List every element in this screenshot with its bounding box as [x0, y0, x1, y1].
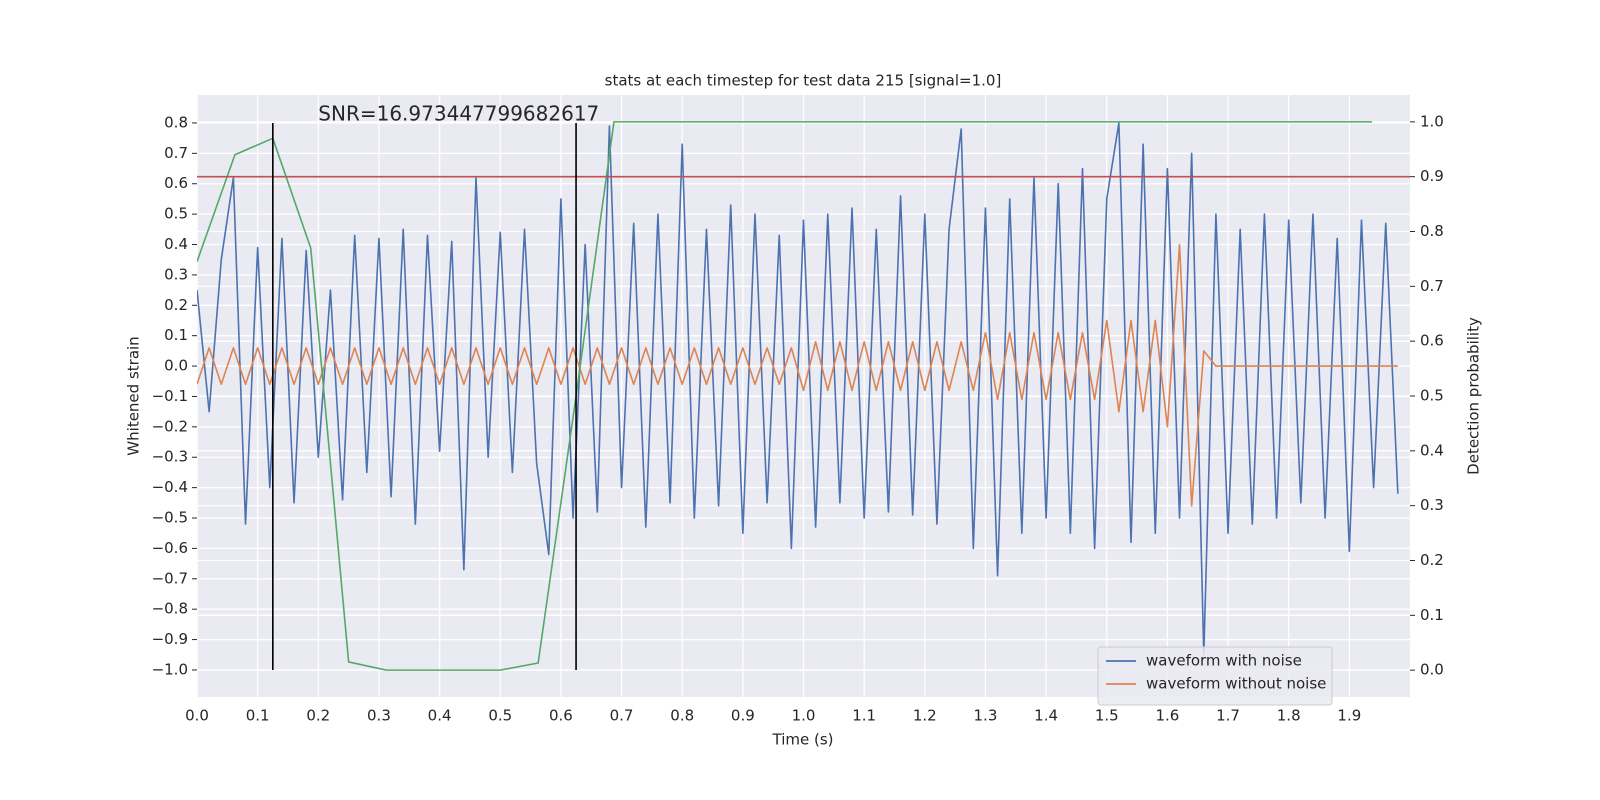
- x-tick-label: 1.6: [1155, 707, 1179, 725]
- y2-tick-label: 0.2: [1420, 551, 1444, 569]
- x-tick-label: 0.6: [549, 707, 573, 725]
- y-tick-label: 0.6: [164, 174, 188, 192]
- x-tick-label: 1.5: [1095, 707, 1119, 725]
- y-tick-label: −0.8: [152, 600, 188, 618]
- line-series: [197, 243, 1398, 507]
- legend-label: waveform without noise: [1146, 675, 1326, 693]
- y-tick-label: 0.0: [164, 357, 188, 375]
- y-tick-label: −0.7: [152, 569, 188, 587]
- y2-tick-label: 0.4: [1420, 441, 1444, 459]
- line-series: [197, 122, 1399, 656]
- plot-area: [197, 121, 1410, 671]
- x-tick-label: 1.7: [1216, 707, 1240, 725]
- y2-tick-label: 0.3: [1420, 496, 1444, 514]
- y-tick-label: −0.3: [152, 448, 188, 466]
- annotation: SNR=16.973447799682617: [318, 101, 599, 125]
- y-tick-label: −0.9: [152, 630, 188, 648]
- x-tick-label: 0.3: [367, 707, 391, 725]
- y-tick-label: −0.1: [152, 387, 188, 405]
- y-tick-label: 0.5: [164, 205, 188, 223]
- y2-tick-label: 0.1: [1420, 606, 1444, 624]
- y-tick-label: 0.8: [164, 113, 188, 131]
- x-tick-label: 1.8: [1277, 707, 1301, 725]
- x-tick-label: 0.1: [246, 707, 270, 725]
- x-tick-label: 0.4: [428, 707, 452, 725]
- y-tick-label: 0.3: [164, 265, 188, 283]
- x-axis-label: Time (s): [772, 731, 834, 749]
- y-axis-label: Whitened strain: [125, 336, 143, 455]
- y2-tick-label: 0.7: [1420, 277, 1444, 295]
- y2-tick-label: 1.0: [1420, 112, 1444, 130]
- y-tick-label: −1.0: [152, 660, 188, 678]
- x-tick-label: 1.9: [1337, 707, 1361, 725]
- y-tick-label: −0.2: [152, 417, 188, 435]
- y-tick-label: 0.1: [164, 326, 188, 344]
- x-tick-label: 0.7: [610, 707, 634, 725]
- x-tick-label: 0.5: [488, 707, 512, 725]
- x-tick-label: 1.3: [974, 707, 998, 725]
- y-tick-label: −0.4: [152, 478, 188, 496]
- legend-label: waveform with noise: [1146, 652, 1302, 670]
- y-tick-label: 0.7: [164, 144, 188, 162]
- y2-axis-label: Detection probability: [1465, 317, 1483, 475]
- y-tick-label: −0.6: [152, 539, 188, 557]
- x-tick-label: 1.1: [852, 707, 876, 725]
- y-tick-label: −0.5: [152, 509, 188, 527]
- x-tick-label: 0.9: [731, 707, 755, 725]
- x-tick-label: 1.4: [1034, 707, 1058, 725]
- y2-tick-label: 0.6: [1420, 332, 1444, 350]
- y2-tick-label: 0.0: [1420, 661, 1444, 679]
- line-series: [197, 121, 1373, 671]
- x-tick-label: 0.0: [185, 707, 209, 725]
- y2-tick-label: 0.5: [1420, 387, 1444, 405]
- legend-box: [1097, 646, 1333, 706]
- x-tick-label: 1.0: [792, 707, 816, 725]
- y-tick-label: 0.4: [164, 235, 188, 253]
- y-tick-label: 0.2: [164, 296, 188, 314]
- x-tick-label: 0.2: [306, 707, 330, 725]
- x-tick-label: 1.2: [913, 707, 937, 725]
- x-tick-label: 0.8: [670, 707, 694, 725]
- y2-tick-label: 0.8: [1420, 222, 1444, 240]
- y2-tick-label: 0.9: [1420, 167, 1444, 185]
- chart-title: stats at each timestep for test data 215…: [605, 72, 1002, 90]
